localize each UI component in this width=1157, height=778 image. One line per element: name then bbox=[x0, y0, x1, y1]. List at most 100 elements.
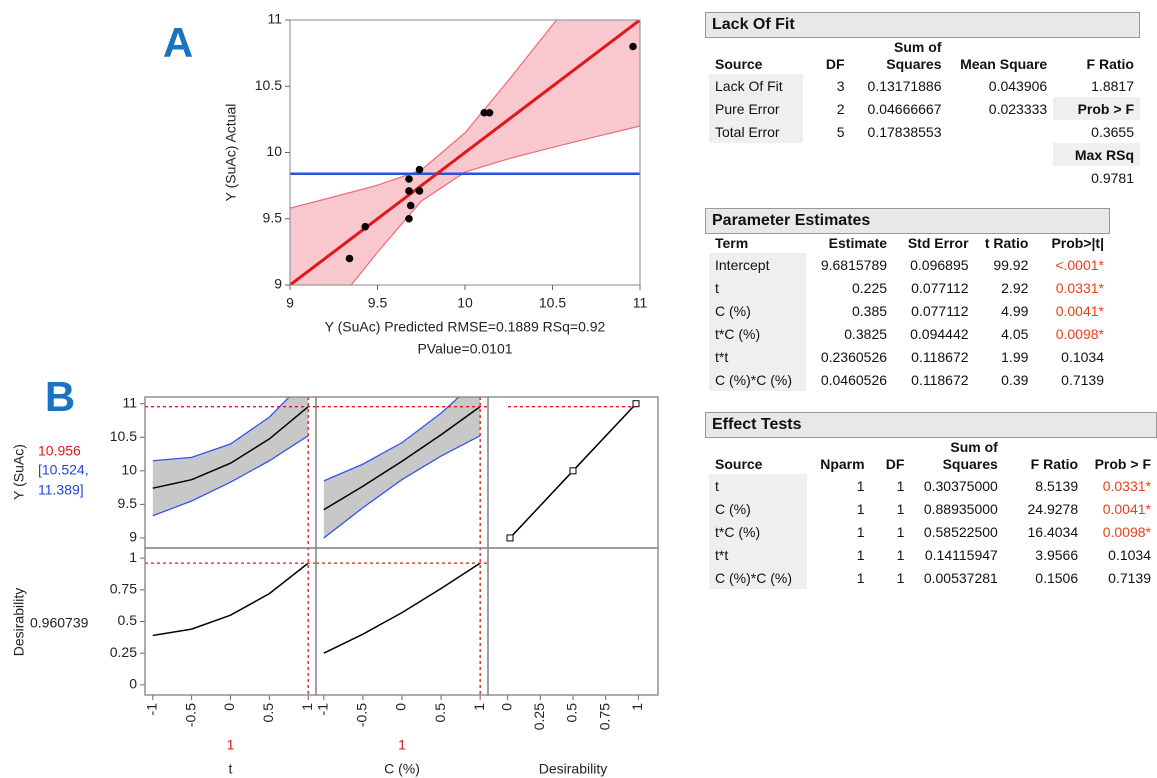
table-cell: C (%) bbox=[709, 299, 806, 322]
y-tick-label: 9.5 bbox=[118, 495, 138, 511]
x-tick-label: -0.5 bbox=[354, 703, 370, 727]
band-edge bbox=[350, 125, 640, 285]
y-axis-label: Desirability bbox=[11, 588, 27, 656]
x-axis-label: PValue=0.0101 bbox=[417, 341, 512, 357]
table-cell: 0.1506 bbox=[1035, 569, 1079, 586]
column-header: Nparm bbox=[820, 456, 865, 472]
x-tick-label: 0.75 bbox=[596, 703, 612, 730]
table-cell: 0.0331* bbox=[1102, 477, 1151, 494]
column-header: Term bbox=[715, 235, 749, 251]
header-row: Source Nparm DF Sum of Squares F Ratio Prob >… bbox=[709, 438, 1157, 474]
band-edge bbox=[323, 397, 460, 482]
table-cell: t bbox=[709, 276, 806, 299]
x-axis-label: C (%) bbox=[384, 761, 420, 777]
table-cell: 1 bbox=[856, 523, 865, 540]
empty-cell bbox=[948, 143, 1054, 166]
x-tick-label: -1 bbox=[143, 703, 159, 716]
column-header: Std Error bbox=[907, 235, 969, 251]
x-tick-label: 0.5 bbox=[432, 703, 448, 723]
table-cell: 9.6815789 bbox=[820, 256, 888, 273]
table-cell: 0.3655 bbox=[1091, 123, 1134, 140]
stat-table: Lack Of Fit Source DF Sum of Squares Mean Sq… bbox=[705, 12, 1140, 189]
table-cell: t*C (%) bbox=[709, 322, 806, 345]
y-tick-label: 10 bbox=[121, 462, 137, 478]
table-cell: 0.077112 bbox=[911, 279, 969, 296]
empty-cell bbox=[803, 166, 851, 189]
table-cell: t*t bbox=[709, 345, 806, 368]
y-tick-label: 1 bbox=[129, 549, 137, 565]
response-interval: 11.389] bbox=[38, 482, 84, 498]
cell-header: Max RSq bbox=[1053, 143, 1140, 166]
table-row: t*t 0.2360526 0.118672 1.99 0.1034 bbox=[709, 345, 1110, 368]
table-cell: 1.8817 bbox=[1091, 77, 1134, 94]
stat-table: Effect Tests Source Nparm DF Sum of Squares F… bbox=[705, 412, 1157, 589]
factor-current: 1 bbox=[398, 737, 406, 753]
y-tick-label: 0.75 bbox=[110, 581, 137, 597]
empty-cell bbox=[709, 143, 803, 166]
desirability-handle bbox=[632, 400, 640, 408]
table-cell: 0.118672 bbox=[911, 371, 969, 388]
table-cell: 0.096895 bbox=[910, 256, 969, 273]
table-cell: t*C (%) bbox=[709, 520, 807, 543]
band-edge bbox=[152, 435, 309, 517]
y-tick-label: 10.5 bbox=[255, 77, 282, 93]
empty-cell bbox=[709, 166, 803, 189]
data-point bbox=[629, 42, 637, 51]
table-cell: <.0001* bbox=[1055, 256, 1104, 273]
y-tick-label: 11 bbox=[267, 11, 282, 27]
y-axis-label: Y (SuAc) bbox=[11, 444, 27, 500]
table: Term Estimate Std Error t Ratio Prob>|t| Inte… bbox=[709, 234, 1110, 391]
table-row: C (%) 0.385 0.077112 4.99 0.0041* bbox=[709, 299, 1110, 322]
table-cell: 1 bbox=[896, 500, 905, 517]
y-tick-label: 11 bbox=[122, 394, 137, 410]
panel-frame bbox=[144, 547, 317, 696]
confidence-band bbox=[152, 397, 309, 516]
desirability-panel bbox=[152, 562, 309, 637]
column-header: F Ratio bbox=[1086, 56, 1134, 72]
table-row: Lack Of Fit 3 0.13171886 0.043906 1.8817 bbox=[709, 74, 1140, 97]
x-tick-label: 0.5 bbox=[260, 703, 276, 723]
data-point bbox=[415, 165, 424, 174]
band-edge bbox=[290, 20, 558, 209]
table-cell: 4.05 bbox=[1001, 325, 1029, 342]
data-point bbox=[405, 175, 413, 183]
y-axis-label: Y (SuAc) Actual bbox=[223, 104, 239, 202]
x-axis-label: Desirability bbox=[539, 761, 607, 777]
x-tick-label: 11 bbox=[633, 295, 648, 311]
x-tick-label: 1 bbox=[299, 703, 315, 711]
table-cell: 1 bbox=[896, 546, 905, 563]
column-header: Estimate bbox=[828, 235, 888, 251]
x-tick-label: 0.5 bbox=[564, 703, 580, 723]
x-axis-label: t bbox=[229, 761, 233, 777]
response-curve bbox=[323, 406, 481, 511]
x-tick-label: 1 bbox=[471, 703, 487, 711]
x-tick-label: 0 bbox=[221, 703, 237, 711]
table-cell: 0.2360526 bbox=[820, 348, 888, 365]
table-cell: 0.04666667 bbox=[867, 100, 942, 117]
table-cell: Lack Of Fit bbox=[709, 74, 803, 97]
column-header: Sum of Squares bbox=[886, 39, 942, 72]
desirability-curve bbox=[152, 562, 309, 637]
y-tick-label: 9 bbox=[274, 276, 282, 292]
table-cell: 1.99 bbox=[1001, 348, 1029, 365]
y-tick-label: 9 bbox=[129, 529, 137, 545]
table-cell: t bbox=[709, 474, 807, 497]
table-cell: 24.9278 bbox=[1027, 500, 1079, 517]
data-point bbox=[405, 214, 413, 223]
table-cell: 0.7139 bbox=[1108, 569, 1151, 586]
column-header: Sum of Squares bbox=[942, 439, 998, 472]
table-cell: 0.7139 bbox=[1061, 371, 1104, 388]
empty-cell bbox=[851, 143, 948, 166]
data-point bbox=[405, 187, 413, 195]
panel-frame bbox=[487, 547, 659, 696]
table-cell: 0.9781 bbox=[1091, 169, 1134, 186]
x-tick-label: 9.5 bbox=[368, 295, 388, 311]
data-point bbox=[485, 108, 494, 117]
table-cell: 5 bbox=[836, 123, 845, 140]
table-cell: 8.5139 bbox=[1035, 477, 1079, 494]
table-cell: 1 bbox=[896, 523, 905, 540]
x-tick-label: 10 bbox=[457, 295, 473, 311]
x-axis-label: Y (SuAc) Predicted RMSE=0.1889 RSq=0.92 bbox=[325, 319, 606, 335]
table-cell: 1 bbox=[896, 569, 905, 586]
x-tick-label: 9 bbox=[286, 295, 294, 311]
